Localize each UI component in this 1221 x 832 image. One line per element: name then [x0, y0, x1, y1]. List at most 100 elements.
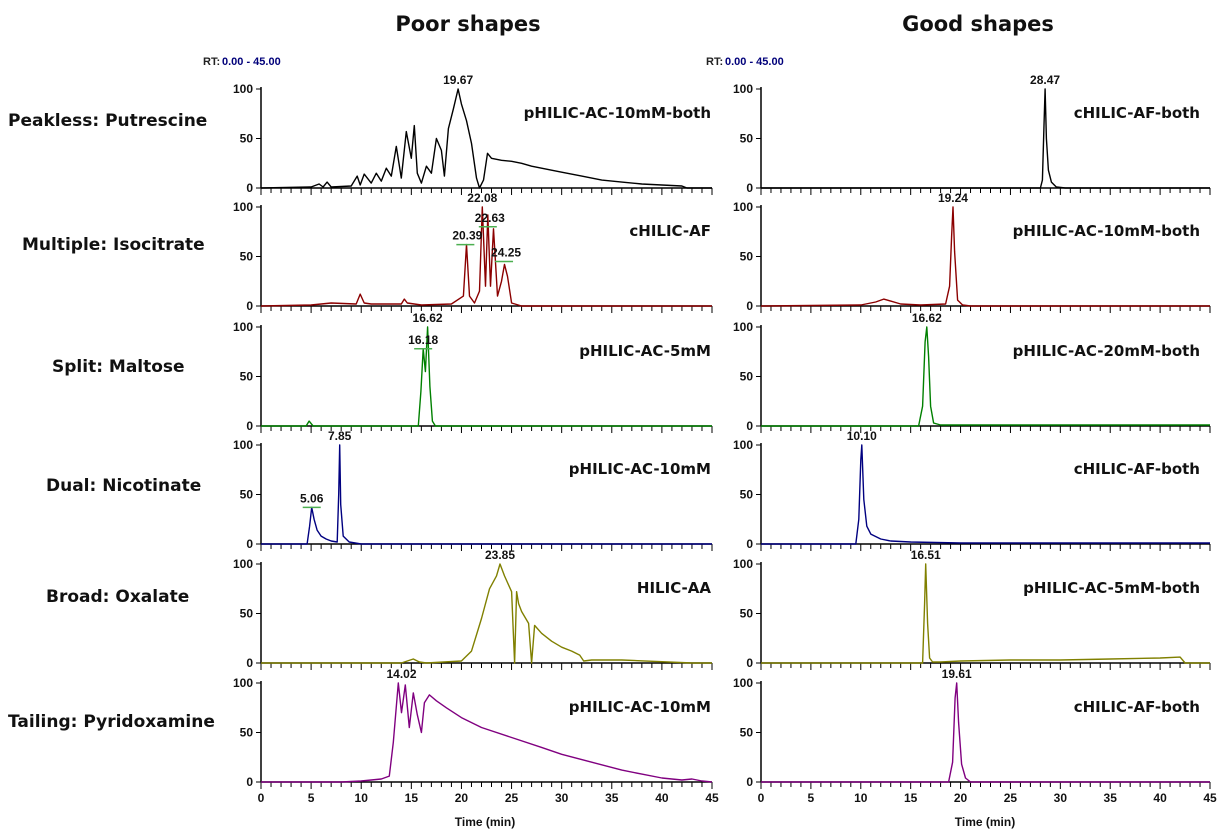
column-title-poor: Poor shapes — [395, 12, 540, 36]
peak-label: 16.18 — [408, 333, 438, 347]
y-tick-label: 50 — [740, 250, 754, 264]
peak-label: 23.85 — [485, 548, 515, 562]
x-tick-label: 30 — [1054, 791, 1068, 805]
y-tick-label: 100 — [733, 557, 753, 571]
chart-panel-p1poor: 0 50 100 cHILIC-AF 22.08 20.39 22.63 24.25 — [233, 191, 713, 313]
column-title-good: Good shapes — [902, 12, 1054, 36]
row-label-tailing: Tailing: Pyridoxamine — [8, 712, 215, 732]
peak-label: 7.85 — [328, 429, 352, 443]
x-tick-label: 35 — [1104, 791, 1118, 805]
method-label: cHILIC-AF-both — [1074, 104, 1200, 122]
method-label: pHILIC-AC-20mM-both — [1013, 342, 1200, 360]
y-tick-label: 50 — [740, 726, 754, 740]
chart-panel-p0poor: 0 50 100 pHILIC-AC-10mM-both 19.67 — [233, 73, 713, 195]
method-label: pHILIC-AC-10mM-both — [1013, 222, 1200, 240]
chart-panel-p4poor: 0 50 100 HILIC-AA 23.85 — [233, 548, 713, 670]
chart-panel-p2good: 0 50 100 pHILIC-AC-20mM-both 16.62 — [733, 311, 1211, 433]
method-label: cHILIC-AF-both — [1074, 698, 1200, 716]
peak-label: 22.63 — [475, 211, 505, 225]
y-tick-label: 0 — [746, 181, 753, 195]
chart-panel-p1good: 0 50 100 pHILIC-AC-10mM-both 19.24 — [733, 191, 1211, 313]
series-line — [761, 326, 1210, 427]
y-tick-label: 0 — [246, 181, 253, 195]
method-label: HILIC-AA — [637, 579, 711, 597]
y-tick-label: 100 — [233, 676, 253, 690]
row-label-broad: Broad: Oxalate — [46, 587, 189, 607]
x-tick-label: 5 — [808, 791, 815, 805]
series-line — [261, 444, 712, 545]
y-tick-label: 100 — [233, 438, 253, 452]
row-label-multiple: Multiple: Isocitrate — [22, 235, 205, 255]
row-label-peakless: Peakless: Putrescine — [8, 111, 207, 131]
y-tick-label: 0 — [746, 537, 753, 551]
y-tick-label: 50 — [740, 370, 754, 384]
rt-label-poor: RT: — [203, 56, 220, 68]
peak-label: 20.39 — [452, 229, 482, 243]
chart-panel-p5good: 0 50 100 0 5 10 15 20 25 30 35 40 45 cHILIC-AF-both 19… — [733, 667, 1217, 805]
peak-label: 22.08 — [467, 191, 497, 205]
series-line — [761, 682, 1210, 783]
x-tick-label: 35 — [605, 791, 619, 805]
y-tick-label: 0 — [746, 775, 753, 789]
y-tick-label: 100 — [733, 438, 753, 452]
method-label: pHILIC-AC-5mM-both — [1023, 579, 1200, 597]
peak-label: 19.67 — [443, 73, 473, 87]
y-tick-label: 50 — [240, 250, 254, 264]
method-label: pHILIC-AC-10mM — [569, 698, 711, 716]
x-tick-label: 20 — [954, 791, 968, 805]
peak-label: 16.62 — [413, 311, 443, 325]
panel-group: 050100pHILIC-AC-10mM-both19.67050100cHIL… — [233, 73, 1217, 805]
y-tick-label: 50 — [240, 488, 254, 502]
x-tick-label: 0 — [758, 791, 765, 805]
y-tick-label: 0 — [246, 419, 253, 433]
x-tick-label: 15 — [405, 791, 419, 805]
x-axis-label-good: Time (min) — [955, 815, 1015, 829]
series-line — [261, 682, 713, 783]
series-line — [761, 444, 1210, 545]
peak-label: 16.51 — [911, 548, 941, 562]
peak-label: 24.25 — [491, 245, 521, 259]
method-label: pHILIC-AC-10mM — [569, 460, 711, 478]
x-tick-label: 25 — [1004, 791, 1018, 805]
series-line — [761, 563, 1210, 664]
y-tick-label: 0 — [246, 656, 253, 670]
y-tick-label: 0 — [246, 299, 253, 313]
x-tick-label: 45 — [705, 791, 719, 805]
rt-range-poor: 0.00 - 45.00 — [222, 56, 281, 68]
y-tick-label: 0 — [746, 299, 753, 313]
y-tick-label: 50 — [240, 607, 254, 621]
y-tick-label: 100 — [733, 200, 753, 214]
series-line — [761, 88, 1210, 189]
peak-label: 10.10 — [847, 429, 877, 443]
y-tick-label: 100 — [733, 676, 753, 690]
series-line — [260, 206, 712, 307]
x-tick-label: 20 — [455, 791, 469, 805]
y-tick-label: 100 — [733, 82, 753, 96]
row-label-dual: Dual: Nicotinate — [46, 476, 201, 496]
x-tick-label: 45 — [1203, 791, 1217, 805]
y-tick-label: 100 — [233, 82, 253, 96]
row-label-split: Split: Maltose — [52, 357, 185, 377]
chart-panel-p0good: 0 50 100 cHILIC-AF-both 28.47 — [733, 73, 1211, 195]
y-tick-label: 0 — [746, 656, 753, 670]
method-label: cHILIC-AF-both — [1074, 460, 1200, 478]
x-tick-label: 15 — [904, 791, 918, 805]
y-tick-label: 100 — [233, 200, 253, 214]
peak-label: 19.24 — [938, 191, 968, 205]
series-line — [760, 206, 1210, 307]
x-tick-label: 5 — [308, 791, 315, 805]
series-line — [261, 563, 712, 664]
rt-range-good: 0.00 - 45.00 — [725, 56, 784, 68]
chart-panel-p5poor: 0 50 100 0 5 10 15 20 25 30 35 40 45 pHILIC-AC-10mM 14… — [233, 667, 719, 805]
y-tick-label: 50 — [740, 607, 754, 621]
peak-label: 19.61 — [942, 667, 972, 681]
x-tick-label: 40 — [1153, 791, 1167, 805]
y-tick-label: 50 — [240, 370, 254, 384]
series-line — [260, 88, 712, 189]
x-tick-label: 0 — [258, 791, 265, 805]
x-tick-label: 25 — [505, 791, 519, 805]
peak-label: 14.02 — [386, 667, 416, 681]
method-label: pHILIC-AC-5mM — [579, 342, 711, 360]
x-axis-label-poor: Time (min) — [455, 815, 515, 829]
